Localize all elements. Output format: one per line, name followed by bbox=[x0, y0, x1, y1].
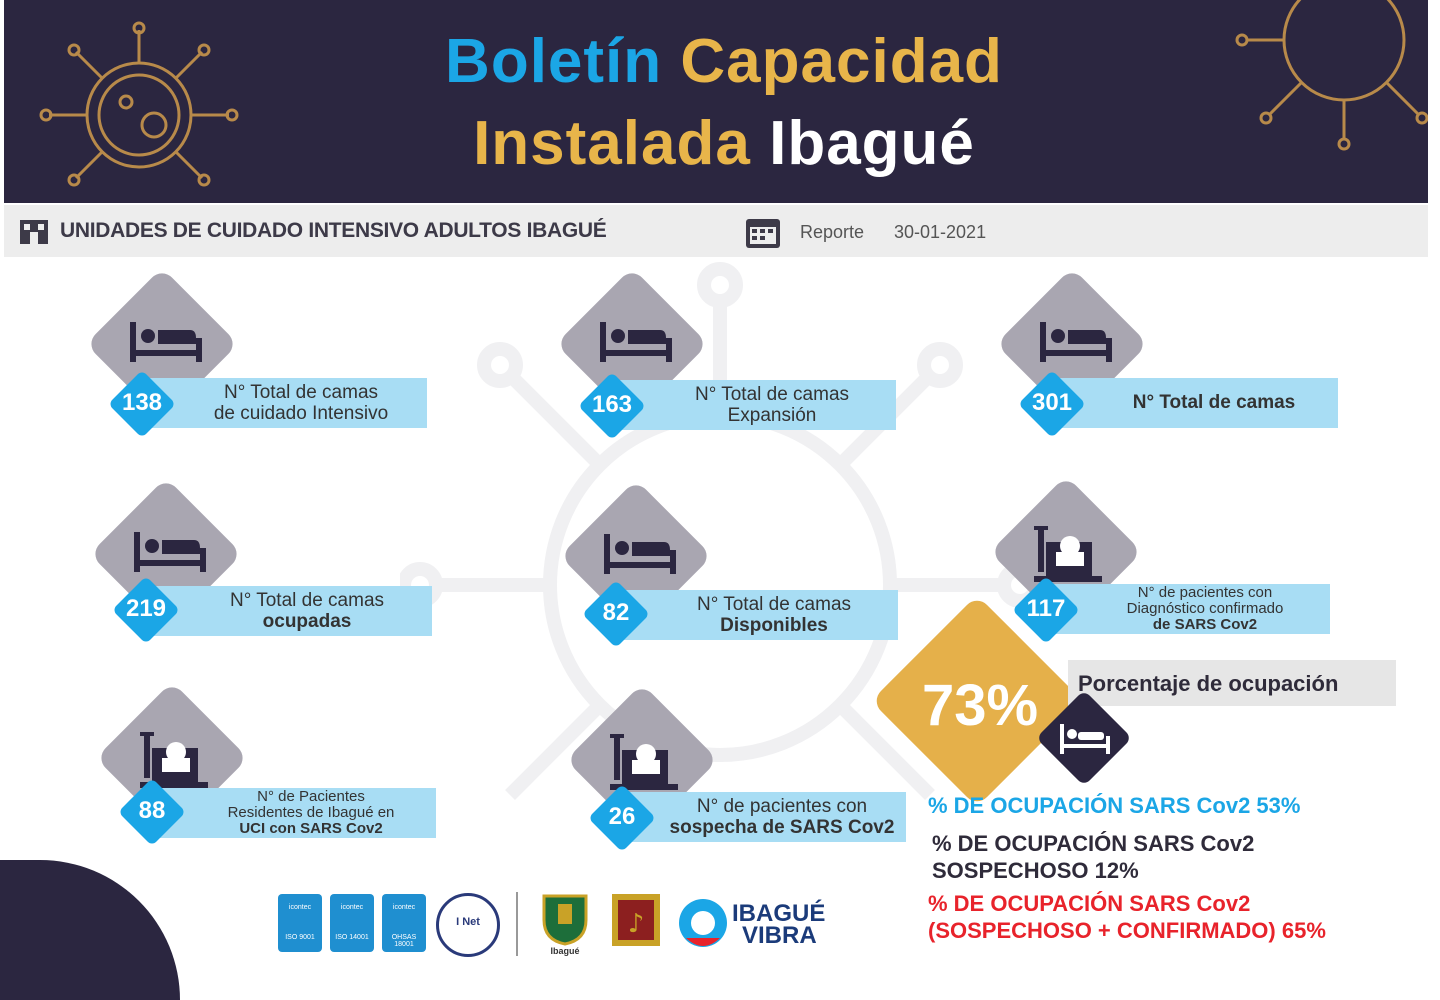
stat-label-line: Residentes de Ibagué en bbox=[227, 804, 395, 821]
certification-logo: icontec OHSAS 18001 bbox=[382, 894, 426, 952]
stat-value: 82 bbox=[602, 599, 630, 626]
patient-monitor-icon bbox=[140, 732, 208, 788]
stat-label-line: Expansión bbox=[727, 405, 817, 426]
certification-logo: icontec ISO 14001 bbox=[330, 894, 374, 952]
sars-occupancy: % DE OCUPACIÓN SARS Cov2 53% bbox=[928, 792, 1300, 819]
coat-of-arms-icon bbox=[542, 894, 588, 946]
stat-label: N° de Pacientes Residentes de Ibagué en UC… bbox=[186, 789, 436, 837]
certification-logo: icontec ISO 9001 bbox=[278, 894, 322, 952]
brand-text: IBAGUÉ VIBRA bbox=[732, 900, 826, 949]
virus-icon bbox=[39, 21, 239, 187]
stat-value: 301 bbox=[1031, 389, 1073, 416]
title-word: Capacidad bbox=[680, 27, 1003, 96]
stat-label-bar bbox=[145, 378, 427, 428]
decorative-blob bbox=[0, 860, 180, 1000]
bed-icon bbox=[1040, 322, 1112, 362]
section-title: UNIDADES DE CUIDADO INTENSIVO ADULTOS IB… bbox=[60, 219, 607, 242]
stat-value: 138 bbox=[121, 389, 163, 416]
sars-occupancy-text: % DE OCUPACIÓN SARS Cov2 53% bbox=[928, 793, 1301, 818]
title-line-1: Boletín Capacidad bbox=[4, 26, 1428, 97]
stat-label-bar bbox=[628, 792, 906, 842]
combined-occupancy-line: (SOSPECHOSO + CONFIRMADO) 65% bbox=[928, 918, 1326, 943]
stat-label-line: UCI con SARS Cov2 bbox=[239, 820, 383, 837]
stat-label-line: N° de pacientes con bbox=[1137, 584, 1273, 601]
stat-label-line: N° Total de camas bbox=[696, 594, 852, 615]
combined-occupancy: % DE OCUPACIÓN SARS Cov2 (SOSPECHOSO + C… bbox=[928, 890, 1326, 944]
stat-value: 26 bbox=[608, 803, 636, 830]
stat-value: 88 bbox=[138, 797, 166, 824]
stat-label: N° Total de camas bbox=[1090, 392, 1338, 413]
inet-label: I Net bbox=[456, 916, 480, 928]
stat-label: N° Total de camas Disponibles bbox=[650, 594, 898, 636]
certification-brand: icontec bbox=[340, 904, 364, 911]
svg-text:♪: ♪ bbox=[628, 909, 645, 939]
virus-icon bbox=[1235, 0, 1428, 151]
calendar-icon bbox=[746, 219, 780, 248]
stat-label-bar bbox=[618, 380, 896, 430]
municipio-label: Ibagué bbox=[550, 946, 580, 956]
certification-brand: icontec bbox=[288, 904, 312, 911]
report-label: Reporte bbox=[800, 222, 865, 242]
stat-label-line: ocupadas bbox=[262, 611, 352, 632]
stat-label: N° Total de camas ocupadas bbox=[182, 590, 432, 632]
stat-label-line: de cuidado Intensivo bbox=[213, 403, 389, 424]
stat-label-bar bbox=[1060, 378, 1338, 428]
stat-value: 163 bbox=[591, 391, 633, 418]
brand-line: VIBRA bbox=[742, 922, 817, 949]
building-icon bbox=[20, 220, 48, 244]
title-word: Boletín bbox=[445, 27, 663, 96]
suspect-occupancy-line: SOSPECHOSO 12% bbox=[932, 858, 1139, 883]
title-line-2: Instalada Ibagué bbox=[4, 108, 1428, 179]
patient-monitor-icon bbox=[1034, 526, 1102, 582]
ibague-vibra-logo-icon bbox=[679, 899, 727, 947]
title-word: Ibagué bbox=[769, 109, 975, 178]
stat-label-line: N° de Pacientes bbox=[257, 788, 365, 805]
stat-label-bar bbox=[156, 788, 436, 838]
brand-line: IBAGUÉ bbox=[732, 900, 826, 927]
stat-label-bar bbox=[152, 586, 432, 636]
suspect-occupancy: % DE OCUPACIÓN SARS Cov2 SOSPECHOSO 12% bbox=[932, 830, 1254, 884]
stat-label: N° Total de camas Expansión bbox=[648, 384, 896, 426]
occupancy-percent: 73% bbox=[921, 673, 1039, 738]
footer-divider bbox=[516, 892, 518, 956]
stat-label-line: N° Total de camas bbox=[223, 382, 379, 403]
report-bar: UNIDADES DE CUIDADO INTENSIVO ADULTOS IB… bbox=[4, 205, 1428, 257]
occupancy-label-bar bbox=[1068, 660, 1396, 706]
stat-value: 219 bbox=[125, 595, 167, 622]
stat-label-line: N° de pacientes con bbox=[696, 796, 868, 817]
certification-brand: icontec bbox=[392, 904, 416, 911]
stat-label-line: Disponibles bbox=[720, 615, 828, 636]
bed-icon bbox=[600, 322, 672, 362]
patient-monitor-icon bbox=[610, 734, 678, 790]
stat-label-line: Diagnóstico confirmado bbox=[1126, 600, 1284, 617]
bed-icon bbox=[130, 322, 202, 362]
stat-label: N° de pacientes con Diagnóstico confirmad… bbox=[1080, 585, 1330, 633]
title-word: Instalada bbox=[473, 109, 751, 178]
stat-label-line: sospecha de SARS Cov2 bbox=[669, 817, 895, 838]
combined-occupancy-line: % DE OCUPACIÓN SARS Cov2 bbox=[928, 891, 1251, 916]
stat-label: N° Total de camas de cuidado Intensivo bbox=[175, 382, 427, 424]
stat-label: N° de pacientes con sospecha de SARS Cov2 bbox=[658, 796, 906, 838]
stat-label-line: N° Total de camas bbox=[229, 590, 385, 611]
stat-label-line: N° Total de camas bbox=[694, 384, 850, 405]
occupancy-label: Porcentaje de ocupación bbox=[1078, 671, 1339, 696]
stat-label-line: N° Total de camas bbox=[1132, 392, 1296, 413]
stat-label-bar bbox=[1050, 584, 1330, 634]
inet-logo: I Net bbox=[436, 893, 500, 957]
certification-code: ISO 14001 bbox=[335, 934, 369, 941]
stat-label-line: de SARS Cov2 bbox=[1152, 616, 1258, 633]
bed-icon bbox=[604, 534, 676, 574]
bed-icon bbox=[1060, 724, 1110, 754]
certification-code: ISO 9001 bbox=[285, 934, 315, 941]
header-banner: Boletín Capacidad Instalada Ibagué bbox=[4, 0, 1428, 203]
report-date: 30-01-2021 bbox=[894, 222, 987, 242]
music-logo-icon: ♪ bbox=[612, 894, 660, 946]
bed-icon bbox=[134, 532, 206, 572]
certification-code: OHSAS 18001 bbox=[391, 934, 417, 948]
suspect-occupancy-line: % DE OCUPACIÓN SARS Cov2 bbox=[932, 831, 1255, 856]
stat-value: 117 bbox=[1026, 595, 1066, 622]
stat-label-bar bbox=[620, 590, 898, 640]
